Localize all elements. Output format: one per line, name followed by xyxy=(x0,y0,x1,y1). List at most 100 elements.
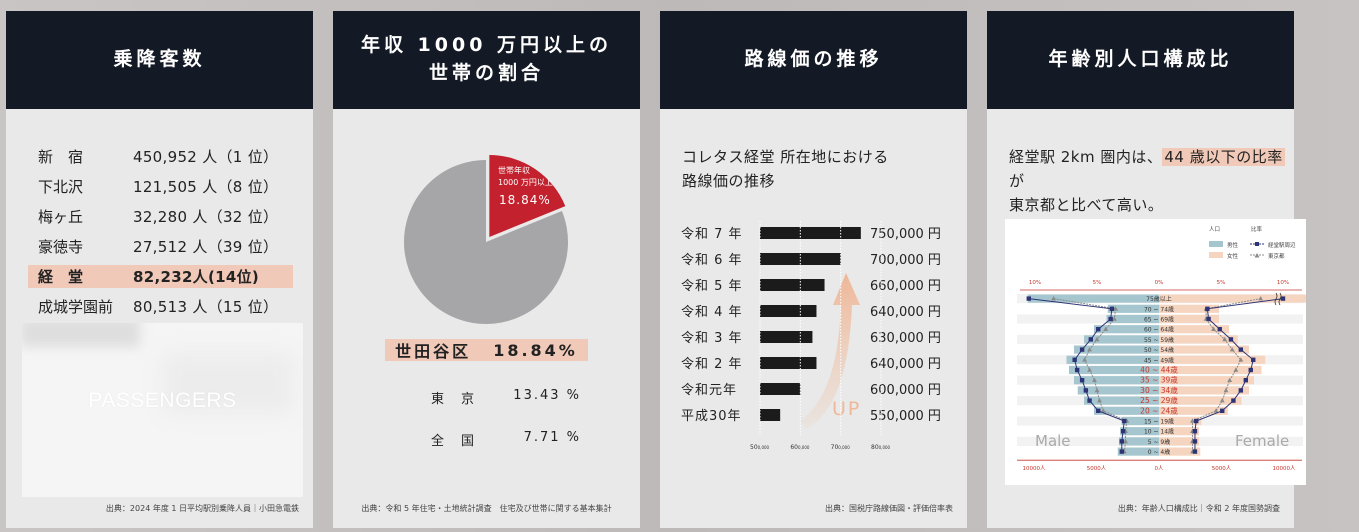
local-male-marker xyxy=(1122,418,1127,424)
tokyo-male-marker xyxy=(1051,296,1056,301)
pyramid-age-label: 70 ~ 74歳 xyxy=(1144,305,1174,313)
population-card-header: 年齢別人口構成比 xyxy=(987,11,1294,109)
legend-swatch-male xyxy=(1209,241,1223,247)
tokyo-male-marker xyxy=(1092,377,1097,382)
local-male-marker xyxy=(1079,378,1085,383)
local-female-marker xyxy=(1192,449,1198,454)
pyramid-top-tick: 5% xyxy=(1093,280,1102,286)
pyramid-age-label: 0 ~ 4歳 xyxy=(1148,448,1170,456)
pyramid-bar-female xyxy=(1159,314,1219,324)
legend-label: 男性 xyxy=(1227,241,1239,249)
compare-row: 東 京 13.43 % xyxy=(431,388,581,407)
passenger-row: 下北沢 121,505 人（8 位） xyxy=(28,175,293,198)
pyramid-age-label: 55 ~ 59歳 xyxy=(1144,336,1174,344)
pyramid-bar-male xyxy=(1084,396,1159,405)
bar-category-label: 平成30年 xyxy=(681,409,742,424)
pyramid-age-label: 75歳以上 xyxy=(1146,295,1172,303)
tokyo-male-marker xyxy=(1103,326,1109,331)
pyramid-bar-male xyxy=(1066,355,1159,364)
local-female-marker xyxy=(1238,347,1244,352)
local-female-marker xyxy=(1231,398,1236,403)
station-name: 下北沢 xyxy=(38,178,84,196)
station-name: 経 堂 xyxy=(38,268,84,286)
bar-category-label: 令和 6 年 xyxy=(681,253,743,268)
local-female-marker xyxy=(1238,388,1244,393)
pyramid-bar-female xyxy=(1159,396,1242,405)
local-male-marker xyxy=(1026,296,1031,301)
passenger-row: 豪徳寺 27,512 人（39 位） xyxy=(28,235,293,258)
bar-axis-tick-major: 60 xyxy=(790,444,798,451)
land-price-bar-chart: UP 令和 7 年 750,000 円令和 6 年 700,000 円令和 5 年 6… xyxy=(681,221,941,451)
pyramid-bar-female xyxy=(1159,406,1228,415)
up-arrow-icon xyxy=(800,273,860,429)
passenger-row: 梅ヶ丘 32,280 人（32 位） xyxy=(28,205,293,228)
tokyo-male-marker xyxy=(1087,367,1092,372)
pyramid-bottom-tick: 5000人 xyxy=(1212,465,1232,472)
local-male-marker xyxy=(1119,439,1124,444)
bar xyxy=(760,383,801,395)
land-price-intro-line1: コレタス経堂 所在地における xyxy=(682,148,889,166)
pyramid-bar-male xyxy=(1120,427,1159,436)
pyramid-bottom-tick: 10000人 xyxy=(1273,465,1296,472)
tokyo-male-marker xyxy=(1087,347,1092,352)
tokyo-male-marker xyxy=(1100,408,1106,413)
legend-title: 比率 xyxy=(1251,225,1263,233)
tokyo-female-marker xyxy=(1229,347,1235,352)
local-male-line xyxy=(1028,298,1125,452)
bar-category-label: 令和元年 xyxy=(681,383,737,398)
station-name: 成城学園前 xyxy=(38,298,114,316)
setagaya-label: 世田谷区 xyxy=(395,342,472,361)
pyramid-age-label: 65 ~ 69歳 xyxy=(1144,316,1174,324)
passengers-card-header: 乗降客数 xyxy=(6,11,313,109)
pyramid-age-label: 35 ~ 39歳 xyxy=(1140,375,1178,385)
pyramid-bar-female xyxy=(1159,304,1219,313)
bar-category-label: 令和 2 年 xyxy=(681,357,743,372)
pyramid-bar-male xyxy=(1107,304,1159,313)
bar-value-label: 640,000 円 xyxy=(870,357,941,372)
population-intro-line2: 東京都と比べて高い。 xyxy=(1009,196,1164,214)
pyramid-bar-female xyxy=(1159,437,1199,446)
bar-category-label: 令和 4 年 xyxy=(681,305,743,320)
pyramid-age-label: 20 ~ 24歳 xyxy=(1140,405,1178,415)
pyramid-bottom-tick: 5000人 xyxy=(1087,465,1107,472)
pyramid-age-label: 25 ~ 29歳 xyxy=(1140,395,1178,405)
tokyo-female-marker xyxy=(1227,377,1233,382)
tokyo-male-marker xyxy=(1094,387,1100,393)
population-intro: 経堂駅 2km 圏内は、 44 歳以下の比率が 東京都と比べて高い。 xyxy=(1009,145,1299,217)
land-price-card-header: 路線価の推移 xyxy=(660,11,967,109)
pyramid-bar-male xyxy=(1117,447,1159,456)
local-male-marker xyxy=(1087,398,1092,403)
bar-axis-tick: 700,000 xyxy=(831,444,851,451)
population-intro-pre: 経堂駅 2km 圏内は、 xyxy=(1009,148,1163,166)
bar-axis-tick-major: 80 xyxy=(871,444,879,451)
local-male-marker xyxy=(1088,337,1093,342)
passenger-count: 82,232人(14位) xyxy=(133,268,260,286)
pyramid-bar-male xyxy=(1069,365,1159,375)
pie-label-line1: 世帯年収 xyxy=(498,165,530,175)
bar xyxy=(760,227,861,239)
bar-value-label: 700,000 円 xyxy=(870,253,941,268)
tokyo-female-marker xyxy=(1190,418,1195,423)
local-female-marker xyxy=(1205,306,1210,311)
land-price-intro: コレタス経堂 所在地における 路線価の推移 xyxy=(682,145,889,193)
legend-swatch-female xyxy=(1209,252,1223,258)
tokyo-male-marker xyxy=(1094,336,1100,342)
local-female-marker xyxy=(1206,316,1211,322)
local-female-marker xyxy=(1228,337,1234,342)
compare-area: 全 国 xyxy=(431,434,477,449)
bar-value-label: 640,000 円 xyxy=(870,305,941,320)
pyramid-bar-female xyxy=(1159,345,1249,354)
pyramid-age-label: 60 ~ 64歳 xyxy=(1144,326,1174,334)
station-name: 梅ヶ丘 xyxy=(38,208,84,226)
tokyo-female-marker xyxy=(1258,296,1264,301)
land-price-title: 路線価の推移 xyxy=(744,48,883,71)
station-name: 新 宿 xyxy=(38,148,84,166)
bar-axis-tick-major: 50 xyxy=(750,444,758,451)
passenger-row: 新 宿 450,952 人（1 位） xyxy=(28,145,293,168)
passenger-row: 成城学園前 80,513 人（15 位） xyxy=(28,295,293,318)
passenger-count: 27,512 人（39 位） xyxy=(133,238,279,256)
pyramid-male-label: Male xyxy=(1035,432,1071,450)
pyramid-bar-female xyxy=(1159,365,1262,375)
pyramid-female-label: Female xyxy=(1235,432,1289,450)
